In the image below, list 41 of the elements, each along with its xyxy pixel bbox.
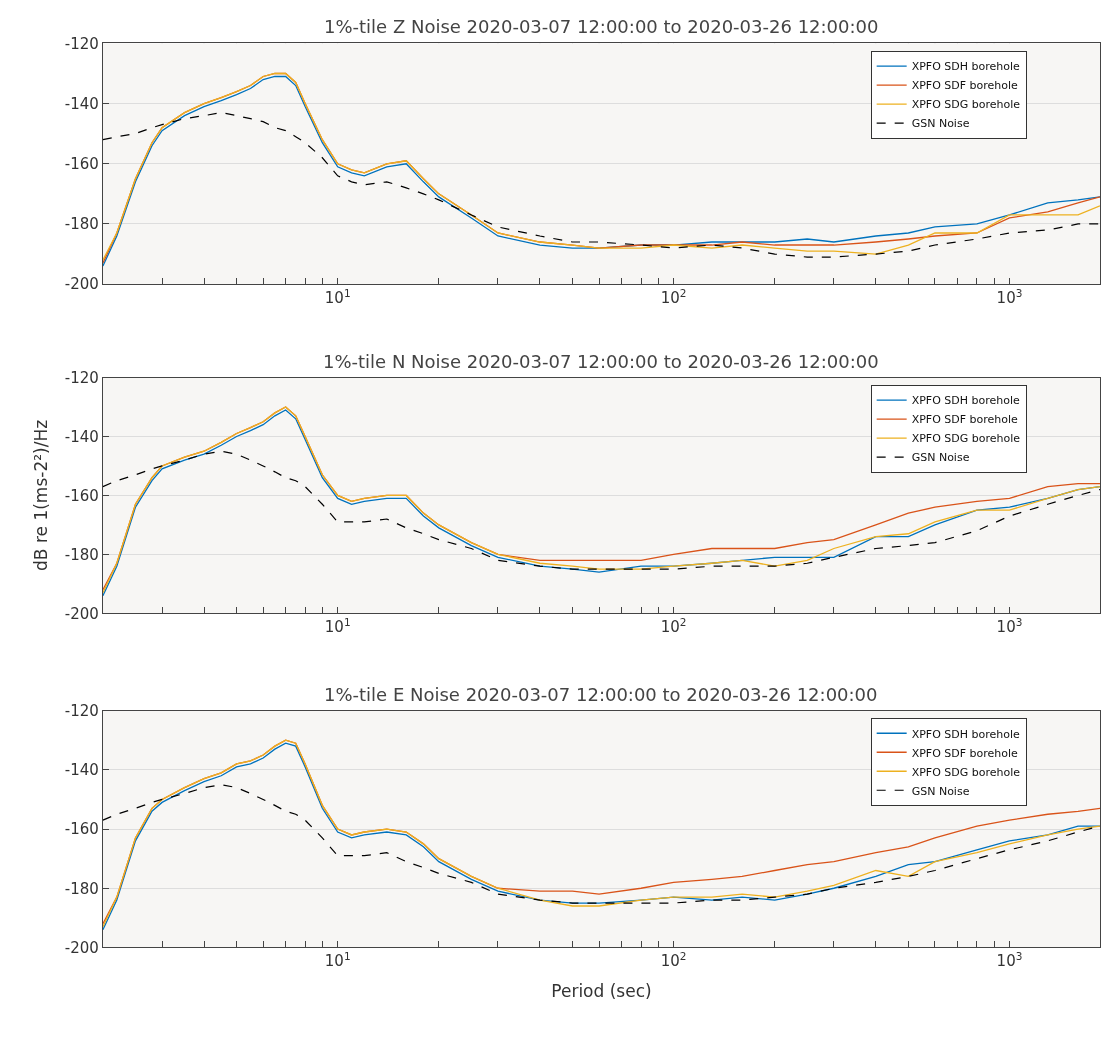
y-tick-label: -160 [64, 155, 99, 174]
y-axis-title: dB re 1(ms-2²)/Hz [31, 419, 52, 571]
legend-label: XPFO SDG borehole [911, 432, 1021, 446]
legend-label: GSN Noise [911, 451, 970, 465]
y-tick-label: -140 [64, 761, 99, 780]
legend-label: XPFO SDF borehole [911, 746, 1019, 760]
y-tick-label: -140 [64, 94, 99, 113]
y-tick-label: -120 [64, 34, 99, 53]
legend-label: XPFO SDF borehole [911, 413, 1019, 427]
y-tick-label: -160 [64, 820, 99, 839]
legend-label: XPFO SDH borehole [911, 727, 1021, 741]
x-tick-label: 10$^{3}$ [996, 950, 1023, 971]
chart-title: 1%-tile Z Noise 2020-03-07 12:00:00 to 2020-03-26 12:00:00 [324, 16, 879, 37]
chart-title: 1%-tile E Noise 2020-03-07 12:00:00 to 2020-03-26 12:00:00 [324, 684, 878, 705]
legend-label: GSN Noise [911, 117, 970, 131]
legend-label: GSN Noise [911, 784, 970, 798]
legend-label: XPFO SDG borehole [911, 98, 1021, 112]
legend-label: XPFO SDH borehole [911, 60, 1021, 74]
x-axis-title: Period (sec) [551, 980, 652, 1001]
x-tick-label: 10$^{1}$ [324, 616, 351, 637]
x-tick-label: 10$^{2}$ [660, 616, 687, 637]
legend-label: XPFO SDH borehole [911, 394, 1021, 408]
y-tick-label: -180 [64, 879, 99, 898]
y-tick-label: -200 [64, 604, 99, 623]
x-tick-label: 10$^{2}$ [660, 950, 687, 971]
x-tick-label: 10$^{2}$ [660, 286, 687, 308]
y-tick-label: -140 [64, 427, 99, 446]
chart-title: 1%-tile N Noise 2020-03-07 12:00:00 to 2020-03-26 12:00:00 [323, 351, 879, 372]
x-tick-label: 10$^{1}$ [324, 286, 351, 308]
y-tick-label: -200 [64, 938, 99, 957]
x-tick-label: 10$^{3}$ [996, 286, 1023, 308]
legend-label: XPFO SDF borehole [911, 79, 1019, 93]
legend-label: XPFO SDG borehole [911, 765, 1021, 779]
y-tick-label: -120 [64, 368, 99, 387]
y-tick-label: -200 [64, 275, 99, 294]
x-tick-label: 10$^{1}$ [324, 950, 351, 971]
y-tick-label: -180 [64, 545, 99, 564]
y-tick-label: -120 [64, 701, 99, 720]
y-tick-label: -180 [64, 215, 99, 234]
y-tick-label: -160 [64, 486, 99, 505]
x-tick-label: 10$^{3}$ [996, 616, 1023, 637]
